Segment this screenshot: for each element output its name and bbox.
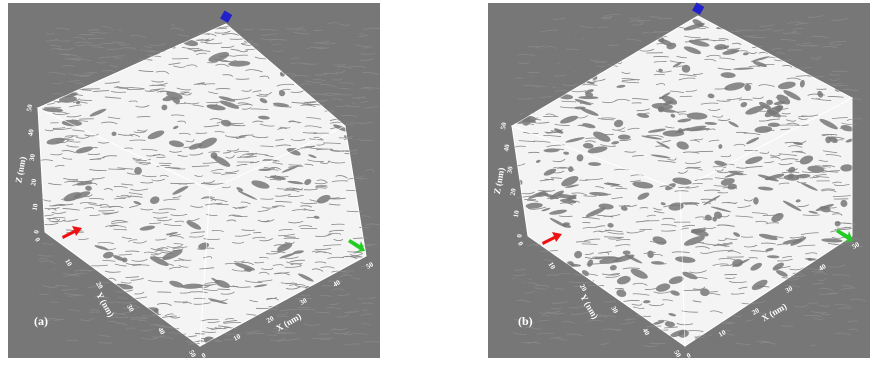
pore [618,135,631,140]
panel-label: (a) [34,314,48,328]
panel-label: (b) [518,314,533,328]
pore [563,222,570,225]
figure: 010203040500102030405001020304050Z (nm)Y… [0,0,881,362]
